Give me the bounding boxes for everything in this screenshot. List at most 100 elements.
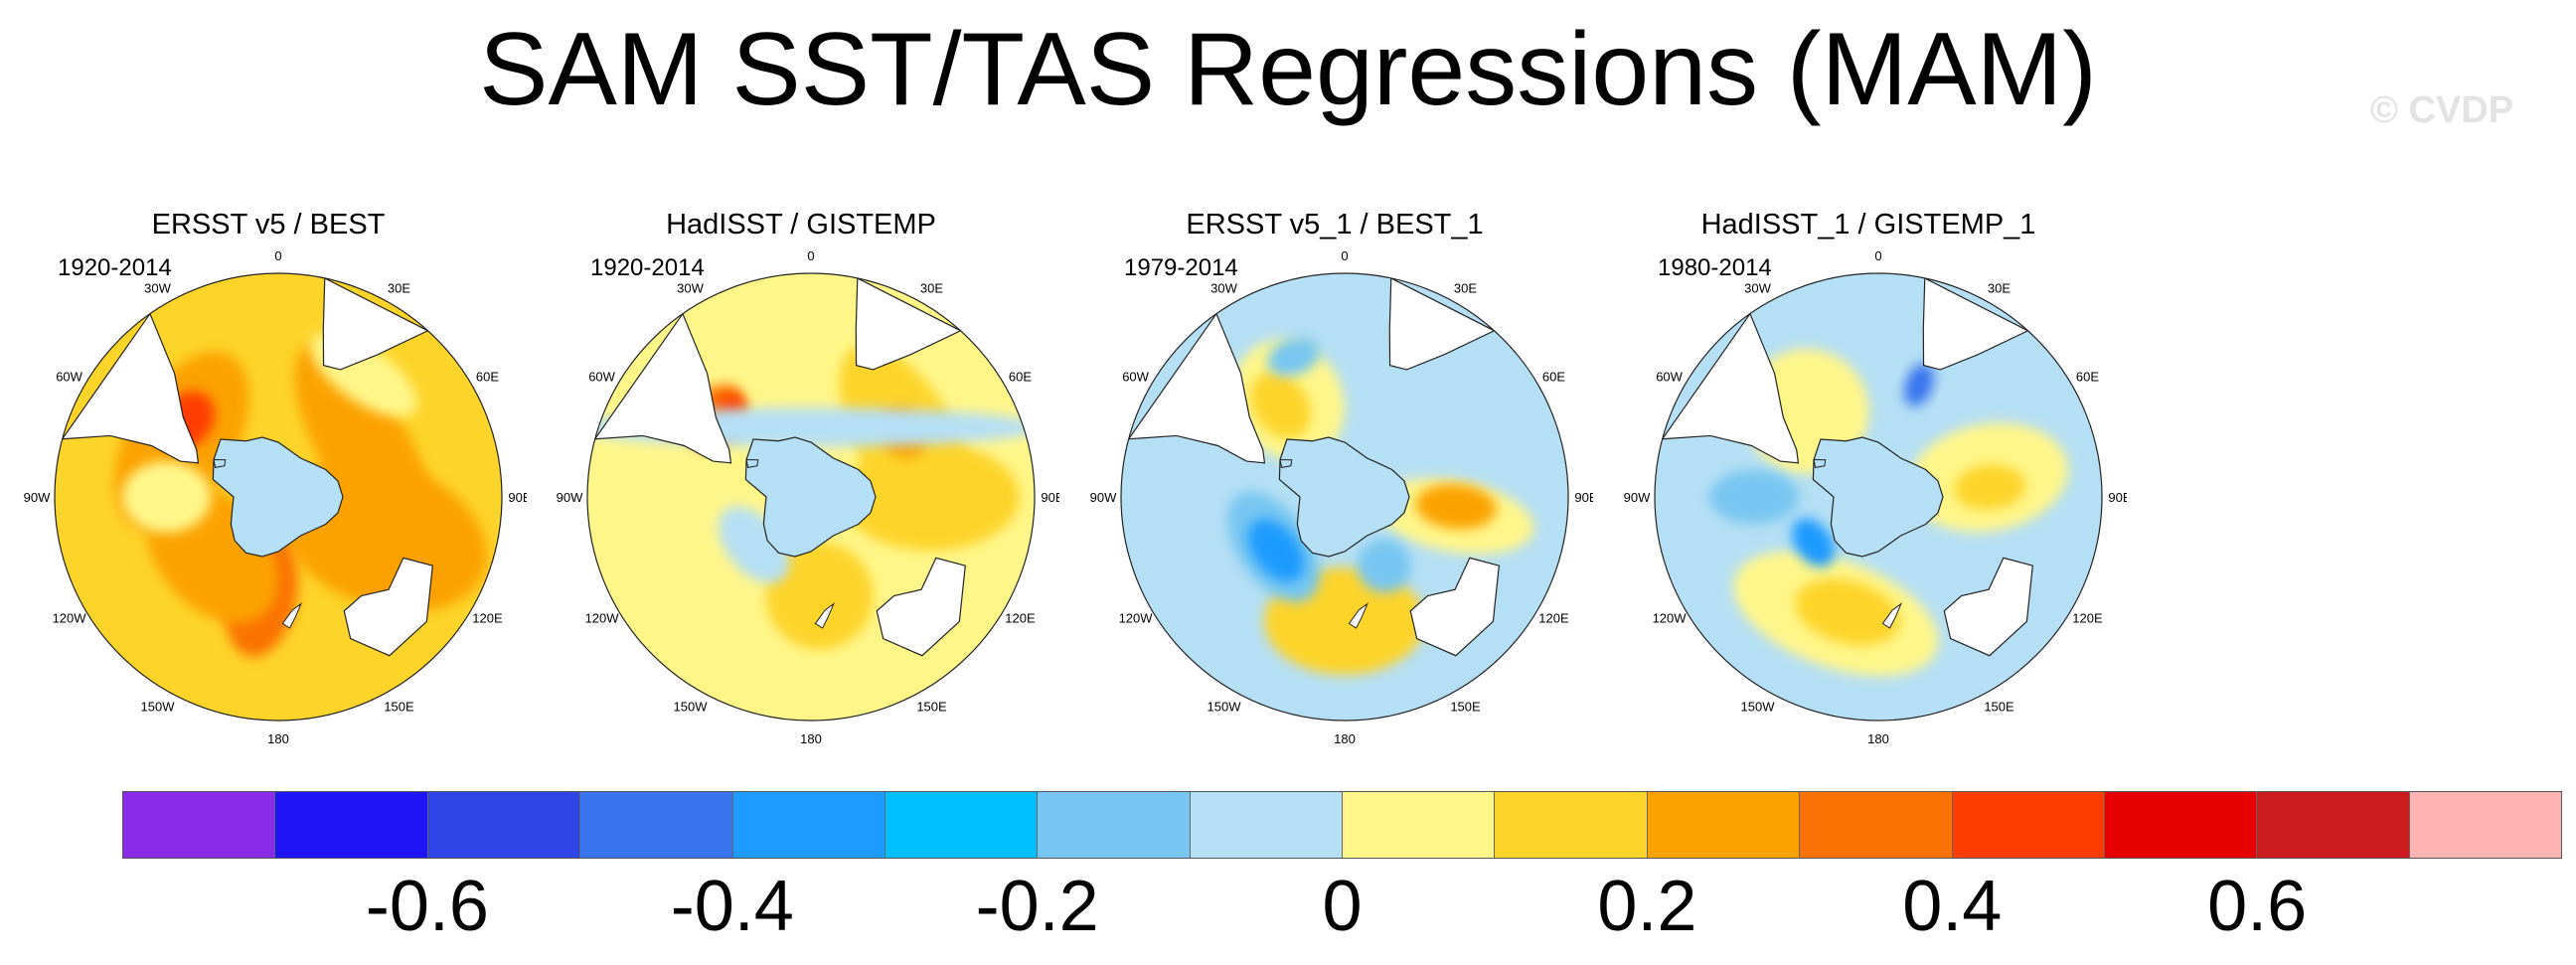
longitude-label: 0: [1874, 248, 1881, 263]
colorbar-swatch: [732, 792, 886, 858]
longitude-label: 0: [807, 248, 814, 263]
longitude-label: 180: [1867, 731, 1889, 746]
longitude-label: 60W: [588, 370, 615, 385]
panel-years: 1979-2014: [1124, 254, 1238, 281]
longitude-label: 150E: [1984, 699, 2014, 714]
longitude-label: 120W: [53, 611, 87, 626]
antarctic-peninsula: [213, 458, 227, 468]
anomaly-region: [1954, 464, 2025, 510]
longitude-label: 180: [1334, 731, 1356, 746]
longitude-label: 90W: [1090, 490, 1117, 505]
anomaly-region: [121, 461, 212, 533]
colorbar-swatch: [2257, 792, 2410, 858]
map-border: [1654, 272, 2103, 722]
panel-years: 1920-2014: [590, 254, 705, 281]
polar-map: 0 30E 60E 90E 120E 150E 180 150W 120W 90W 60W 30W: [1624, 248, 2127, 746]
panel-title: ERSST v5_1 / BEST_1: [1186, 209, 1484, 241]
longitude-label: 150W: [674, 699, 709, 714]
anomaly-region: [1250, 372, 1311, 439]
colorbar-tick-label: 0.4: [1902, 867, 2003, 946]
antarctic-peninsula: [745, 458, 759, 468]
longitude-label: 30W: [677, 281, 704, 296]
longitude-label: 60E: [1009, 370, 1032, 385]
colorbar-swatch: [123, 792, 276, 858]
colorbar-swatch: [1800, 792, 1953, 858]
anomaly-region: [841, 443, 1020, 551]
longitude-label: 60E: [2076, 370, 2099, 385]
longitude-label: 150E: [384, 699, 414, 714]
longitude-label: 30E: [1454, 281, 1477, 296]
panel-years: 1920-2014: [58, 254, 172, 281]
longitude-label: 90W: [557, 490, 583, 505]
longitude-label: 150W: [141, 699, 176, 714]
cvdp-watermark: © CVDP: [2370, 89, 2514, 131]
figure-title: SAM SST/TAS Regressions (MAM): [479, 12, 2097, 127]
anomaly-region: [1792, 518, 1835, 567]
colorbar-swatch: [1038, 792, 1191, 858]
map-panel-ersst-best: 0 30E 60E 90E 120E 150E 180 150W 120W 90W 60W 30W E…: [10, 199, 527, 755]
colorbar-swatch: [2104, 792, 2258, 858]
colorbar-swatch: [885, 792, 1039, 858]
longitude-label: 90E: [2108, 490, 2127, 505]
longitude-label: 120E: [1538, 611, 1569, 626]
map-panel-hadisst-gistemp: 0 30E 60E 90E 120E 150E 180 150W 120W 90W 60W 30W H…: [543, 199, 1059, 755]
colorbar-swatch: [1343, 792, 1496, 858]
new-zealand-land: [281, 602, 303, 629]
anomaly-region: [1904, 363, 1934, 406]
colorbar-swatch: [275, 792, 428, 858]
longitude-label: 60E: [476, 370, 499, 385]
longitude-label: 120E: [2072, 611, 2103, 626]
longitude-label: 60W: [1656, 370, 1683, 385]
longitude-label: 90W: [24, 490, 51, 505]
colorbar-tick-label: -0.6: [365, 867, 489, 946]
anomaly-region: [1415, 484, 1497, 530]
longitude-label: 150W: [1208, 699, 1242, 714]
longitude-label: 120E: [472, 611, 503, 626]
longitude-label: 60W: [1122, 370, 1149, 385]
panel-title: HadISST / GISTEMP: [666, 209, 936, 241]
colorbar-swatch: [1190, 792, 1343, 858]
map-field: [55, 273, 502, 721]
anomaly-region: [1247, 519, 1305, 582]
new-zealand-land: [814, 602, 836, 629]
longitude-label: 30W: [1744, 281, 1771, 296]
south-america-land: [1127, 312, 1266, 464]
antarctic-peninsula: [1279, 458, 1293, 468]
australia-land: [1943, 557, 2033, 657]
longitude-label: 150E: [1450, 699, 1481, 714]
new-zealand-land: [1881, 602, 1903, 629]
longitude-label: 120E: [1005, 611, 1036, 626]
south-america-land: [61, 312, 200, 464]
colorbar-swatch: [1495, 792, 1648, 858]
longitude-label: 30E: [1988, 281, 2011, 296]
anomaly-region: [1358, 539, 1411, 593]
colorbar-tick-label: 0.6: [2207, 867, 2308, 946]
australia-land: [1409, 557, 1500, 657]
longitude-label: 90E: [508, 490, 527, 505]
longitude-label: 30W: [1210, 281, 1237, 296]
map-panel-hadisst1-gistemp1: 0 30E 60E 90E 120E 150E 180 150W 120W 90W 60W 30W H…: [1610, 199, 2127, 755]
longitude-label: 120W: [585, 611, 620, 626]
polar-map: 0 30E 60E 90E 120E 150E 180 150W 120W 90W 60W 30W: [24, 248, 527, 746]
polar-map: 0 30E 60E 90E 120E 150E 180 150W 120W 90W 60W 30W: [557, 248, 1059, 746]
longitude-label: 150E: [916, 699, 947, 714]
longitude-label: 60E: [1542, 370, 1565, 385]
anomaly-region: [765, 542, 874, 650]
anomaly-region: [1709, 470, 1799, 524]
map-border: [54, 272, 503, 722]
longitude-label: 60W: [56, 370, 82, 385]
colorbar-tick-label: -0.2: [975, 867, 1099, 946]
colorbar-swatch: [427, 792, 581, 858]
longitude-label: 30E: [388, 281, 410, 296]
map-border: [1120, 272, 1569, 722]
map-panel-ersst1-best1: 0 30E 60E 90E 120E 150E 180 150W 120W 90W 60W 30W E…: [1076, 199, 1593, 755]
longitude-label: 30W: [144, 281, 171, 296]
colorbar-tick-label: 0.2: [1597, 867, 1697, 946]
colorbar: [122, 791, 2562, 859]
colorbar-swatch: [1952, 792, 2105, 858]
anomaly-region: [1267, 337, 1320, 377]
polar-map: 0 30E 60E 90E 120E 150E 180 150W 120W 90W 60W 30W: [1090, 248, 1593, 746]
colorbar-swatch: [580, 792, 733, 858]
antarctic-peninsula: [1813, 458, 1827, 468]
longitude-label: 120W: [1653, 611, 1688, 626]
